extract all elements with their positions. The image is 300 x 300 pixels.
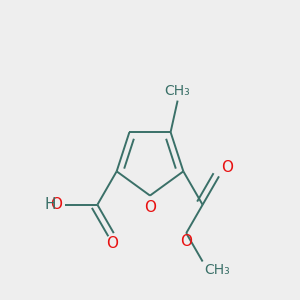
Text: O: O	[50, 197, 62, 212]
Text: CH₃: CH₃	[204, 263, 230, 277]
Text: O: O	[106, 236, 118, 251]
Text: O: O	[144, 200, 156, 215]
Text: O: O	[180, 234, 192, 249]
Text: O: O	[221, 160, 233, 175]
Text: H: H	[45, 197, 56, 212]
Text: CH₃: CH₃	[165, 84, 190, 98]
